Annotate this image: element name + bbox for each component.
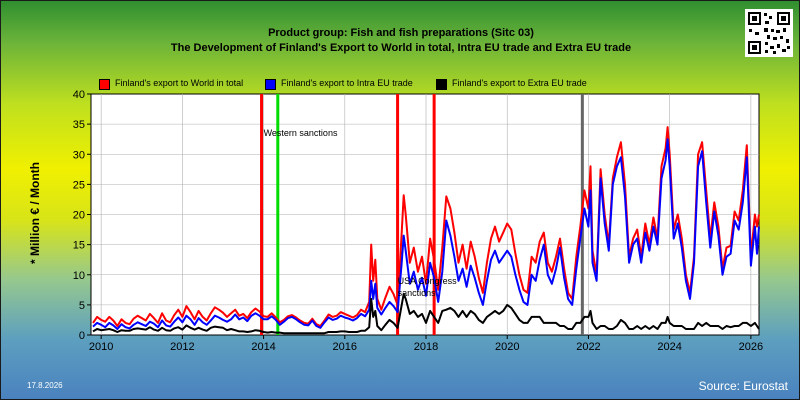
series-line-1 [92, 138, 760, 330]
y-tick-label: 40 [73, 89, 85, 101]
y-tick-label: 30 [73, 149, 85, 161]
y-tick-label: 15 [73, 240, 85, 252]
event-annotation: Western sanctions [264, 128, 338, 138]
event-annotation: USA Congress [398, 276, 458, 286]
chart-legend: Finland's export to World in total Finla… [1, 77, 799, 91]
chart-subtitle: The Development of Finland's Export to W… [170, 42, 632, 54]
y-tick-label: 5 [79, 300, 85, 312]
qr-code-icon[interactable] [745, 9, 793, 57]
legend-swatch-extra-eu [436, 79, 447, 90]
series-line-2 [92, 293, 760, 335]
x-tick-label: 2022 [576, 341, 600, 353]
y-tick-label: 20 [73, 210, 85, 222]
x-tick-label: 2012 [170, 341, 194, 353]
event-annotation: sanctions [398, 288, 437, 298]
legend-swatch-intra-eu [265, 79, 276, 90]
date-stamp: 17.8.2026 [27, 381, 63, 390]
legend-label-world: Finland's export to World in total [115, 78, 244, 88]
legend-label-intra-eu: Finland's export to Intra EU trade [281, 78, 413, 88]
y-tick-label: 10 [73, 270, 85, 282]
series-line-0 [92, 126, 760, 327]
legend-label-extra-eu: Finland's export to Extra EU trade [452, 78, 587, 88]
y-tick-label: 25 [73, 179, 85, 191]
legend-swatch-world [99, 79, 110, 90]
x-tick-label: 2026 [739, 341, 763, 353]
y-tick-label: 0 [79, 330, 85, 342]
x-tick-label: 2020 [495, 341, 519, 353]
y-tick-label: 35 [73, 119, 85, 131]
source-label: Source: Eurostat [698, 379, 788, 393]
y-axis-label: * Million € / Month [28, 162, 42, 264]
chart-title: Product group: Fish and fish preparation… [268, 27, 534, 39]
x-tick-label: 2014 [251, 341, 275, 353]
x-tick-label: 2024 [657, 341, 681, 353]
x-tick-label: 2018 [414, 341, 438, 353]
x-tick-label: 2016 [333, 341, 357, 353]
x-tick-label: 2010 [89, 341, 113, 353]
